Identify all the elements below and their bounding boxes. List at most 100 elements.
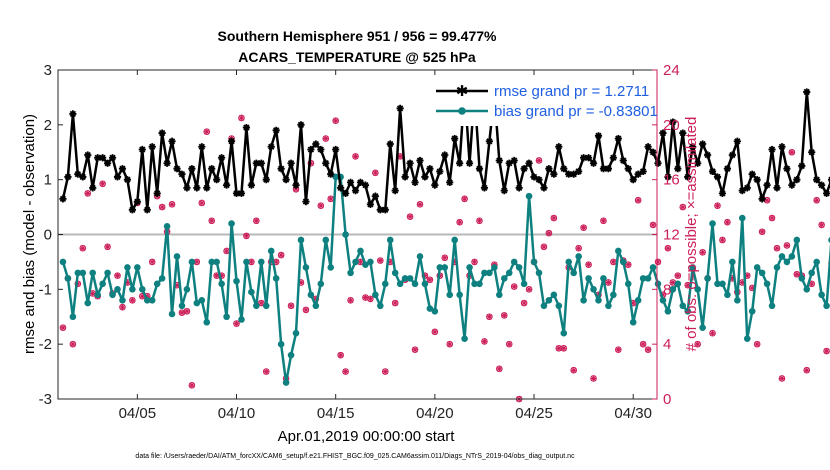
obs-assimilated-marker bbox=[84, 190, 91, 197]
rmse-point bbox=[391, 187, 399, 195]
rmse-point bbox=[252, 159, 260, 167]
right-y-tick-label: 4 bbox=[663, 336, 671, 353]
rmse-point bbox=[322, 159, 330, 167]
rmse-point bbox=[208, 165, 216, 173]
bias-point bbox=[669, 286, 677, 293]
obs-assimilated-marker bbox=[823, 348, 830, 355]
bias-point bbox=[138, 286, 146, 293]
bias-point bbox=[545, 297, 553, 304]
rmse-point bbox=[302, 198, 310, 206]
rmse-point bbox=[178, 170, 186, 178]
obs-assimilated-marker bbox=[327, 195, 334, 202]
obs-assimilated-marker bbox=[426, 276, 433, 283]
obs-assimilated-marker bbox=[293, 186, 300, 193]
left-y-tick-label: 3 bbox=[44, 62, 52, 79]
obs-assimilated-marker bbox=[605, 279, 612, 286]
rmse-point bbox=[406, 159, 414, 167]
bias-point bbox=[183, 286, 191, 293]
bias-point bbox=[535, 269, 543, 277]
right-y-tick-label: 0 bbox=[663, 391, 671, 408]
rmse-point bbox=[808, 148, 816, 156]
rmse-point bbox=[371, 192, 379, 200]
bias-point bbox=[649, 264, 657, 271]
bias-point bbox=[243, 258, 250, 266]
bias-point bbox=[362, 261, 369, 268]
obs-assimilated-marker bbox=[560, 345, 567, 352]
bias-point bbox=[352, 258, 359, 266]
bias-point bbox=[282, 379, 290, 386]
obs-assimilated-marker bbox=[278, 252, 285, 259]
obs-assimilated-marker bbox=[585, 261, 592, 268]
bias-point bbox=[94, 291, 101, 299]
obs-assimilated-marker bbox=[759, 228, 766, 235]
rmse-point bbox=[798, 162, 806, 170]
rmse-point bbox=[123, 176, 132, 184]
bias-point bbox=[262, 302, 270, 310]
obs-assimilated-marker bbox=[476, 217, 483, 224]
bias-point bbox=[634, 297, 642, 304]
bias-point bbox=[565, 258, 573, 266]
legend-marker-bias bbox=[458, 107, 466, 115]
rmse-point bbox=[451, 134, 459, 143]
obs-assimilated-marker bbox=[273, 258, 280, 265]
x-tick-label: 04/20 bbox=[416, 405, 454, 422]
obs-assimilated-marker bbox=[506, 341, 513, 348]
obs-assimilated-marker bbox=[630, 300, 637, 307]
rmse-point bbox=[103, 159, 112, 167]
rmse-point bbox=[684, 173, 692, 181]
rmse-point bbox=[664, 173, 672, 181]
bias-point bbox=[347, 269, 354, 277]
obs-assimilated-marker bbox=[803, 367, 810, 374]
rmse-point bbox=[773, 184, 781, 192]
rmse-point bbox=[570, 170, 578, 178]
bias-point bbox=[461, 335, 468, 342]
right-y-tick-label: 12 bbox=[663, 227, 680, 244]
rmse-line bbox=[61, 87, 830, 212]
rmse-point bbox=[694, 159, 702, 167]
rmse-point bbox=[227, 137, 236, 145]
rmse-point bbox=[168, 137, 176, 145]
bias-point bbox=[639, 275, 647, 282]
obs-assimilated-marker bbox=[446, 341, 453, 348]
bias-point bbox=[798, 275, 806, 282]
bias-point bbox=[550, 291, 558, 299]
rmse-point bbox=[644, 143, 652, 151]
data-file-footnote: data file: /Users/raeder/DAI/ATM_forcXX/… bbox=[135, 453, 575, 460]
rmse-point bbox=[307, 145, 315, 154]
rmse-point bbox=[639, 167, 647, 176]
bias-point bbox=[307, 291, 315, 299]
rmse-point bbox=[480, 184, 489, 192]
obs-assimilated-marker bbox=[654, 258, 661, 265]
obs-assimilated-marker bbox=[392, 300, 399, 307]
bias-point bbox=[292, 329, 300, 337]
obs-assimilated-marker bbox=[302, 306, 309, 313]
bias-point bbox=[709, 220, 716, 227]
bias-point bbox=[719, 280, 726, 288]
rmse-point bbox=[257, 159, 265, 167]
obs-assimilated-marker bbox=[669, 279, 676, 286]
rmse-point bbox=[659, 129, 667, 137]
bias-point bbox=[813, 258, 820, 266]
bias-point bbox=[496, 291, 503, 299]
rmse-point bbox=[79, 173, 87, 181]
rmse-point bbox=[376, 206, 384, 214]
x-tick-label: 04/05 bbox=[119, 405, 157, 422]
bias-point bbox=[788, 253, 796, 260]
bias-point bbox=[203, 318, 211, 326]
rmse-point bbox=[138, 145, 146, 154]
bias-point bbox=[629, 318, 637, 326]
bias-point bbox=[615, 247, 622, 255]
bias-point bbox=[396, 280, 404, 288]
obs-assimilated-marker bbox=[248, 258, 255, 265]
bias-point bbox=[808, 269, 816, 277]
obs-assimilated-marker bbox=[793, 271, 800, 278]
obs-assimilated-marker bbox=[526, 286, 533, 293]
rmse-point bbox=[84, 151, 92, 159]
bias-point bbox=[823, 302, 830, 310]
bias-point bbox=[287, 351, 295, 359]
obs-assimilated-marker bbox=[347, 297, 354, 304]
bias-point bbox=[704, 275, 711, 282]
rmse-point bbox=[133, 198, 141, 206]
bias-point bbox=[143, 297, 151, 304]
